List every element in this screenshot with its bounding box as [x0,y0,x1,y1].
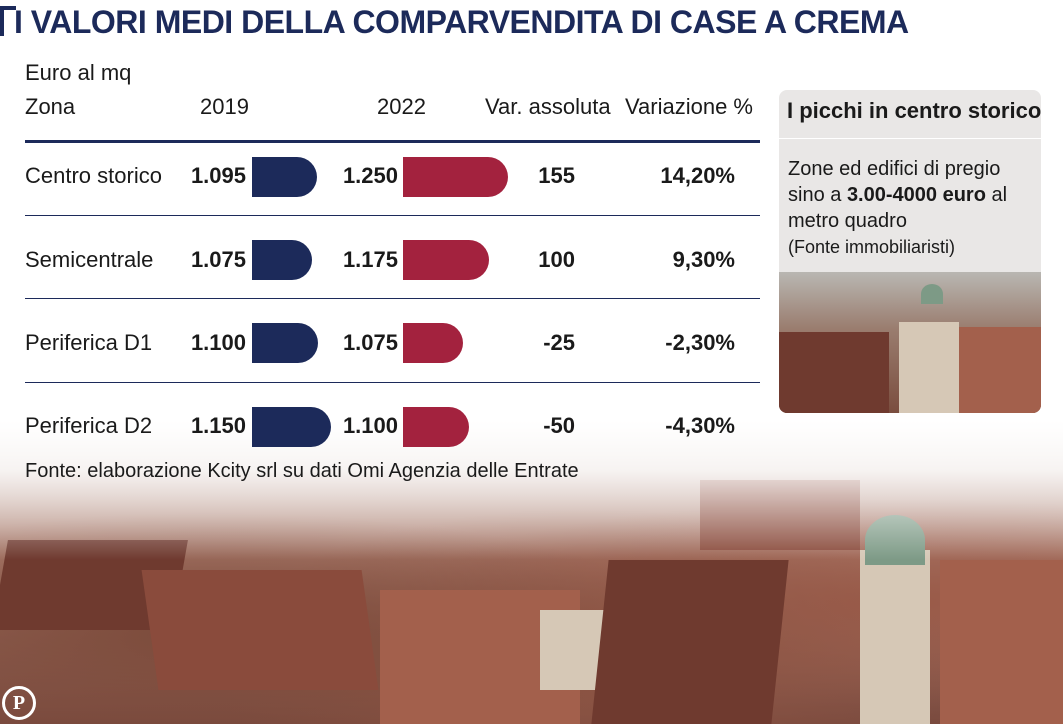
side-box-title: I picchi in centro storico [787,98,1041,123]
var-assoluta-value: 155 [538,163,575,188]
var-assoluta-value: -50 [543,413,575,438]
bar-2019 [252,323,318,363]
value-2019: 1.095 [190,163,246,188]
side-box: I picchi in centro storico Zone ed edifi… [779,90,1041,413]
bar-2022 [403,240,489,280]
row-divider [25,215,760,216]
side-text-part2: al metro quadro [788,184,1008,232]
variazione-pct-value: 9,30% [672,247,735,272]
row-divider [25,382,760,383]
header-zona: Zona [25,94,76,119]
header-divider [25,140,760,143]
value-2022: 1.175 [342,247,398,272]
bar-2019 [252,157,317,197]
bar-2022 [403,157,508,197]
var-assoluta-value: -25 [543,330,575,355]
title-mark [0,6,16,36]
side-text-bold: 3.00-4000 euro [846,184,986,206]
bar-2022 [403,323,463,363]
zone-label: Periferica D1 [25,330,153,355]
header-var-assoluta: Var. assoluta [485,94,611,119]
side-text-part1: Zone ed edifici di pregio sino a [788,158,1001,206]
variazione-pct-value: 14,20% [660,163,735,188]
header-variazione-pct: Variazione % [625,94,753,119]
side-box-divider [779,138,1041,139]
side-text-source: (Fonte immobiliaristi) [788,237,956,257]
bar-2019 [252,407,331,447]
var-assoluta-value: 100 [538,247,575,272]
value-2019: 1.100 [190,330,246,355]
header-2019: 2019 [200,94,249,119]
variazione-pct-value: -4,30% [665,413,735,438]
value-2019: 1.150 [190,413,246,438]
header-2022: 2022 [377,94,426,119]
side-box-text: Zone ed edifici di pregio sino a 3.00-40… [788,156,1036,260]
bar-2022 [403,407,469,447]
value-2022: 1.250 [342,163,398,188]
publisher-logo: P [2,686,36,720]
value-2019: 1.075 [190,247,246,272]
zone-label: Centro storico [25,163,162,188]
zone-label: Semicentrale [25,247,154,272]
row-divider [25,298,760,299]
unit-label: Euro al mq [25,60,132,85]
side-box-photo [779,272,1041,413]
value-2022: 1.075 [342,330,398,355]
variazione-pct-value: -2,30% [665,330,735,355]
bar-2019 [252,240,312,280]
value-2022: 1.100 [342,413,398,438]
zone-label: Periferica D2 [25,413,153,438]
source-note: Fonte: elaborazione Kcity srl su dati Om… [25,460,579,482]
chart-title: I VALORI MEDI DELLA COMPARVENDITA DI CAS… [14,4,909,40]
